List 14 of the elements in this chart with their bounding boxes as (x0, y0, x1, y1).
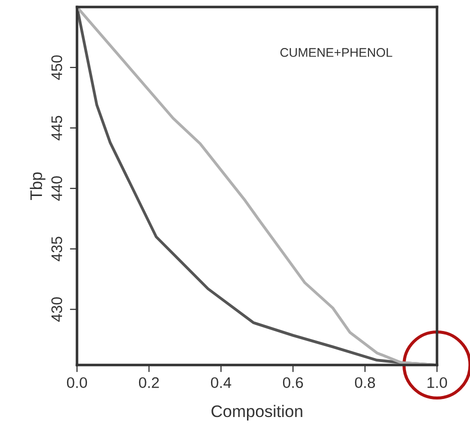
annotation: CUMENE+PHENOL (280, 48, 392, 57)
x-tick-label: 0.4 (210, 377, 232, 388)
y-tick-label: 445 (52, 116, 62, 140)
y-tick-label: 430 (51, 297, 62, 322)
x-tick-label: 0.8 (354, 377, 375, 388)
x-axis-title: Composition (212, 404, 302, 420)
y-tick-label: 450 (51, 55, 62, 80)
y-tick-label: 440 (51, 176, 62, 201)
x-tick-label: 1.0 (428, 377, 448, 388)
y-tick-label: 435 (51, 236, 62, 262)
x-tick-label: 0.6 (282, 377, 303, 388)
y-axis-title: Tbp (30, 172, 46, 200)
x-tick-label: 0.2 (138, 377, 159, 388)
x-tick-label: 0.0 (66, 377, 88, 388)
